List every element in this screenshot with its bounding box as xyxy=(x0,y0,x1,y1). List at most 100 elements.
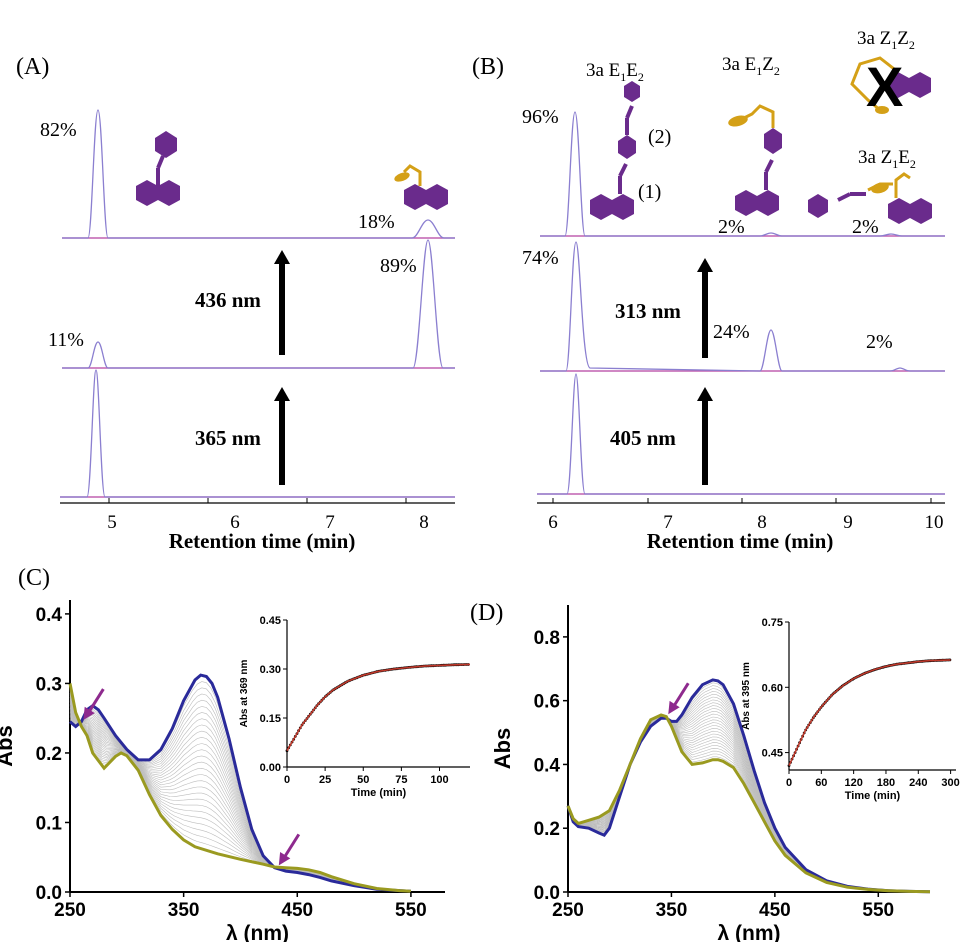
panel-d: (D) 250 350 450 550 0.0 0.2 0.4 0.6 0.8 λ (nm) Abs… xyxy=(470,600,960,942)
plot-d-y-tick-label: 0.2 xyxy=(534,819,560,840)
panel-a-tick-label-8: 8 xyxy=(419,512,429,533)
molecule-z1e2 xyxy=(808,172,932,224)
plot-d-intermediate-curve xyxy=(567,715,928,892)
inset-c-x-tick-label: 50 xyxy=(357,774,369,786)
plot-c-intermediate-curve xyxy=(69,710,411,892)
inset-c-x-tick-label: 75 xyxy=(395,774,407,786)
inset-d-x-tick-label: 180 xyxy=(877,777,895,789)
isomer-label-z1z2: 3a Z1Z2 xyxy=(857,28,915,52)
plot-d-intermediate-curve xyxy=(567,716,928,892)
plot-c-series-initial xyxy=(69,673,411,893)
inset-c-y-tick-label: 0.00 xyxy=(260,762,281,774)
plot-c-isosbestic-arrow-head xyxy=(278,852,291,866)
panel-b-wavelength-upper: 313 nm xyxy=(615,299,681,323)
inset-d-x-tick-label: 120 xyxy=(844,777,862,789)
panel-b-tick-label-8: 8 xyxy=(757,512,767,533)
plot-c-x-axis-title: λ (nm) xyxy=(226,922,289,942)
trace-b-mid xyxy=(540,241,945,372)
panel-a-arrow-lower-head xyxy=(274,387,290,401)
inset-d-x-tick-label: 300 xyxy=(941,777,959,789)
plot-d-intermediate-curve xyxy=(567,715,928,892)
plot-d-intermediate-curve xyxy=(567,715,928,892)
panel-b-wavelength-lower: 405 nm xyxy=(610,426,676,450)
plot-c-y-tick-label: 0.4 xyxy=(36,605,63,626)
inset-c: 0 25 50 75 100 0.00 0.15 0.30 0.45 Time (min) Abs … xyxy=(239,615,471,799)
panel-a-tick-label-5: 5 xyxy=(107,512,117,533)
inset-d-y-tick-label: 0.75 xyxy=(762,617,783,629)
panel-b-label: (B) xyxy=(472,54,504,80)
isomer-label-e1z2: 3a E1Z2 xyxy=(722,54,780,78)
panel-b-pct-mid-a: 24% xyxy=(713,321,750,343)
panel-c-label: (C) xyxy=(18,565,50,591)
plot-d-intermediate-curve xyxy=(567,716,928,892)
inset-d-x-tick-label: 240 xyxy=(909,777,927,789)
plot-c-series-final xyxy=(68,683,411,893)
inset-d-x-tick-label: 0 xyxy=(786,777,792,789)
panel-a-pct-top-right: 18% xyxy=(358,211,395,233)
panel-a-pct-mid-right: 89% xyxy=(380,255,417,277)
inset-c-y-tick-label: 0.15 xyxy=(260,713,281,725)
panel-a-pct-top-left: 82% xyxy=(40,119,77,141)
plot-d-y-axis-title: Abs xyxy=(490,728,515,770)
plot-c-x-tick-label: 450 xyxy=(281,900,313,921)
plot-d-intermediate-curve xyxy=(567,716,928,892)
plot-d-intermediate-curve xyxy=(567,713,928,892)
inset-d-x-tick-label: 60 xyxy=(815,777,827,789)
plot-d-x-tick-label: 250 xyxy=(552,900,584,921)
panel-a-tick-label-6: 6 xyxy=(230,512,240,533)
panel-b: (B) 6 7 8 9 10 Retention time (min) 3a E… xyxy=(472,28,945,553)
panel-b-tick-label-9: 9 xyxy=(843,512,853,533)
panel-a-x-axis-title: Retention time (min) xyxy=(169,529,356,553)
isomer-label-e1e2: 3a E1E2 xyxy=(586,60,644,84)
inset-c-x-axis-title: Time (min) xyxy=(351,787,407,799)
molecule-e1z2 xyxy=(728,104,782,216)
site-1-label: (1) xyxy=(638,181,661,203)
plot-d-y-tick-label: 0.4 xyxy=(534,755,561,776)
panel-a-wavelength-lower: 365 nm xyxy=(195,426,261,450)
trace-a-mid xyxy=(62,239,455,369)
panel-a-tick-label-7: 7 xyxy=(325,512,335,533)
panel-b-arrow-lower-head xyxy=(697,387,713,401)
plot-c-y-tick-label: 0.0 xyxy=(36,883,62,904)
inset-d-y-tick-label: 0.60 xyxy=(762,682,783,694)
isomer-label-z1e2: 3a Z1E2 xyxy=(858,147,916,171)
panel-a: (A) 5 6 7 8 Retention time (min) 82% 18%… xyxy=(16,54,455,553)
plot-d-intermediate-curve xyxy=(567,716,928,892)
plot-d-y-tick-label: 0.0 xyxy=(534,883,560,904)
plot-d-y-tick-label: 0.8 xyxy=(534,628,560,649)
plot-d-intermediate-curve xyxy=(567,716,928,892)
plot-c-isosbestic-arrow-head xyxy=(83,706,95,721)
panel-b-pct-mid-b: 2% xyxy=(866,331,893,353)
inset-c-y-tick-label: 0.30 xyxy=(260,664,281,676)
panel-b-pct-top-b: 2% xyxy=(852,216,879,238)
plot-d-isosbestic-arrow-head xyxy=(668,700,680,715)
plot-c-y-tick-label: 0.2 xyxy=(36,744,62,765)
molecule-e1e2 xyxy=(590,81,640,220)
trace-a-bottom xyxy=(60,369,455,498)
plot-d-intermediate-curve xyxy=(567,715,928,892)
inset-c-x-tick-label: 0 xyxy=(284,774,290,786)
plot-d-y-tick-label: 0.6 xyxy=(534,692,560,713)
inset-d-y-tick-label: 0.45 xyxy=(762,748,783,760)
plot-d-x-axis-title: λ (nm) xyxy=(718,922,781,942)
site-2-label: (2) xyxy=(648,126,671,148)
inset-d: 0 60 120 180 240 300 0.45 0.60 0.75 Time (min) Abs… xyxy=(741,617,960,802)
plot-d-intermediate-curve xyxy=(567,715,928,892)
plot-c-y-tick-label: 0.3 xyxy=(36,674,62,695)
panel-d-label: (D) xyxy=(470,600,503,626)
inset-d-x-axis-title: Time (min) xyxy=(845,790,901,802)
plot-c-x-tick-label: 250 xyxy=(54,900,86,921)
panel-b-pct-mid-main: 74% xyxy=(522,247,559,269)
inset-c-y-tick-label: 0.45 xyxy=(260,615,281,627)
forbidden-x: X xyxy=(866,55,903,118)
plot-d-x-tick-label: 350 xyxy=(656,900,688,921)
inset-d-fit-line xyxy=(788,659,951,766)
plot-d-x-tick-label: 450 xyxy=(759,900,791,921)
panel-b-arrow-upper-head xyxy=(697,258,713,272)
plot-c-x-tick-label: 550 xyxy=(395,900,427,921)
plot-d: 250 350 450 550 0.0 0.2 0.4 0.6 0.8 λ (nm) Abs xyxy=(490,605,931,942)
plot-d-intermediate-curve xyxy=(567,716,928,892)
